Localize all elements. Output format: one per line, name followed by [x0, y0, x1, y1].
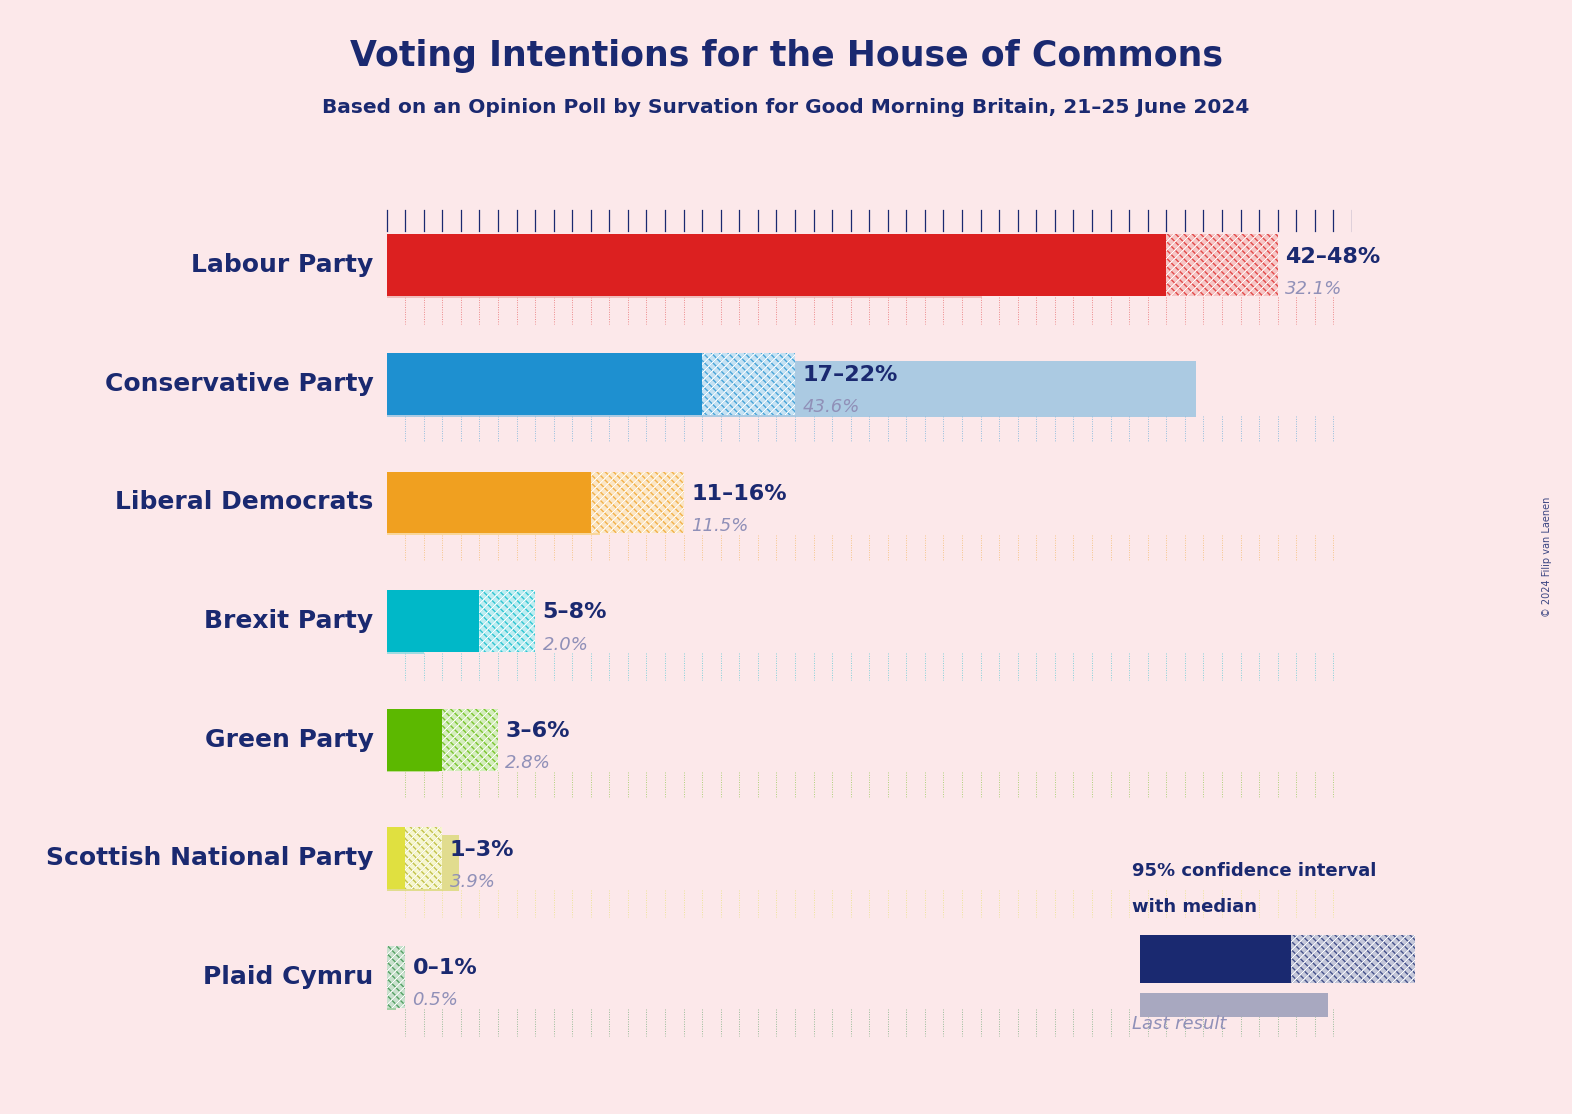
Text: Plaid Cymru: Plaid Cymru: [203, 965, 374, 989]
Bar: [703, 353, 795, 414]
Bar: [442, 709, 498, 771]
Bar: [442, 709, 498, 771]
Bar: [479, 590, 534, 652]
Bar: [479, 590, 534, 652]
Text: 32.1%: 32.1%: [1284, 280, 1342, 297]
Text: Last result: Last result: [1132, 1015, 1226, 1033]
Text: Brexit Party: Brexit Party: [204, 609, 374, 633]
Bar: [406, 828, 442, 889]
Bar: [406, 828, 442, 889]
FancyBboxPatch shape: [1140, 935, 1291, 984]
Text: 1–3%: 1–3%: [450, 840, 514, 860]
Bar: [387, 946, 406, 1008]
Text: Green Party: Green Party: [204, 727, 374, 752]
Bar: [1166, 234, 1278, 296]
Bar: [387, 234, 1166, 296]
Bar: [387, 353, 703, 414]
Text: Conservative Party: Conservative Party: [105, 372, 374, 395]
Bar: [387, 361, 1196, 417]
Text: with median: with median: [1132, 898, 1258, 916]
Text: 0–1%: 0–1%: [412, 958, 478, 978]
Bar: [703, 353, 795, 414]
Text: 2.8%: 2.8%: [505, 754, 552, 772]
Text: Based on an Opinion Poll by Survation for Good Morning Britain, 21–25 June 2024: Based on an Opinion Poll by Survation fo…: [322, 98, 1250, 117]
FancyBboxPatch shape: [1140, 993, 1328, 1017]
Bar: [387, 709, 442, 771]
Text: Liberal Democrats: Liberal Democrats: [115, 490, 374, 515]
Bar: [387, 590, 479, 652]
Text: Labour Party: Labour Party: [192, 253, 374, 277]
Text: 3–6%: 3–6%: [505, 721, 571, 741]
Bar: [387, 480, 601, 535]
Bar: [387, 946, 406, 1008]
FancyBboxPatch shape: [1291, 935, 1415, 984]
Bar: [387, 243, 982, 297]
Bar: [387, 954, 396, 1009]
Bar: [387, 598, 424, 654]
Bar: [591, 471, 684, 534]
Bar: [479, 590, 534, 652]
Text: Voting Intentions for the House of Commons: Voting Intentions for the House of Commo…: [349, 39, 1223, 74]
Text: 5–8%: 5–8%: [542, 603, 607, 623]
Text: 2.0%: 2.0%: [542, 636, 588, 654]
Bar: [387, 471, 591, 534]
Bar: [406, 828, 442, 889]
Bar: [387, 836, 459, 891]
Bar: [1166, 234, 1278, 296]
Bar: [387, 946, 406, 1008]
Bar: [387, 828, 406, 889]
Text: 11.5%: 11.5%: [692, 517, 748, 535]
Bar: [703, 353, 795, 414]
Text: 11–16%: 11–16%: [692, 483, 786, 504]
FancyBboxPatch shape: [1291, 935, 1415, 984]
Text: 42–48%: 42–48%: [1284, 246, 1380, 266]
Text: 95% confidence interval: 95% confidence interval: [1132, 862, 1376, 880]
Bar: [591, 471, 684, 534]
Text: © 2024 Filip van Laenen: © 2024 Filip van Laenen: [1542, 497, 1552, 617]
Bar: [442, 709, 498, 771]
Text: 17–22%: 17–22%: [802, 365, 898, 385]
Bar: [591, 471, 684, 534]
Text: 3.9%: 3.9%: [450, 872, 495, 891]
Bar: [1166, 234, 1278, 296]
Bar: [387, 717, 439, 772]
Text: 43.6%: 43.6%: [802, 399, 860, 417]
Text: 0.5%: 0.5%: [412, 991, 459, 1009]
Text: Scottish National Party: Scottish National Party: [46, 847, 374, 870]
